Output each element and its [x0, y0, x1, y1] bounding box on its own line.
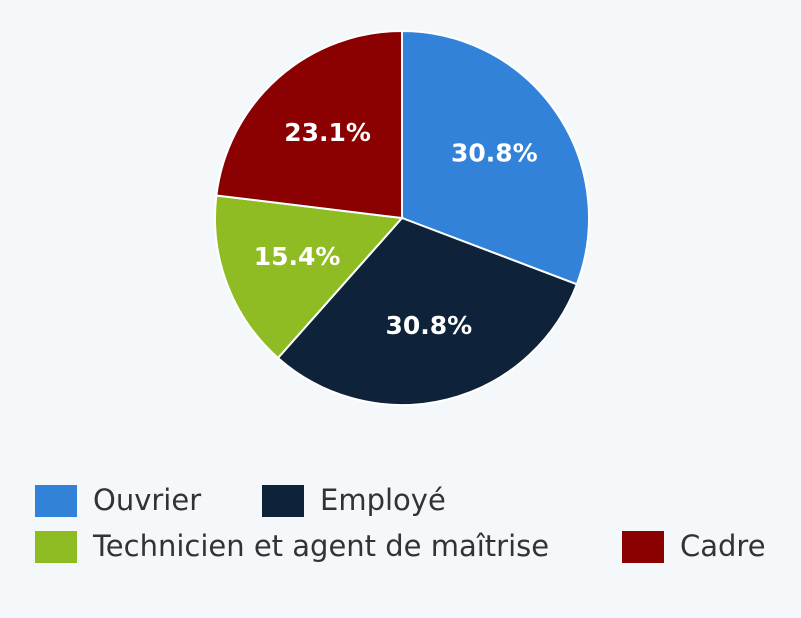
pie-slice [215, 29, 403, 220]
legend-swatch [35, 485, 77, 517]
data-label: 23.1% [284, 118, 371, 147]
legend-label: Technicien et agent de maîtrise [92, 529, 549, 563]
data-label: 30.8% [451, 138, 538, 167]
data-label: 15.4% [254, 242, 341, 271]
legend-swatch [622, 531, 664, 563]
legend-label: Ouvrier [93, 483, 201, 517]
legend-label: Cadre [680, 529, 766, 563]
pie-slice [214, 194, 405, 360]
pie-slice [401, 29, 590, 286]
legend-label: Employé [320, 483, 446, 517]
legend-swatch [262, 485, 304, 517]
pie-slice [276, 216, 579, 406]
data-label: 30.8% [385, 311, 472, 340]
legend-swatch [35, 531, 77, 563]
